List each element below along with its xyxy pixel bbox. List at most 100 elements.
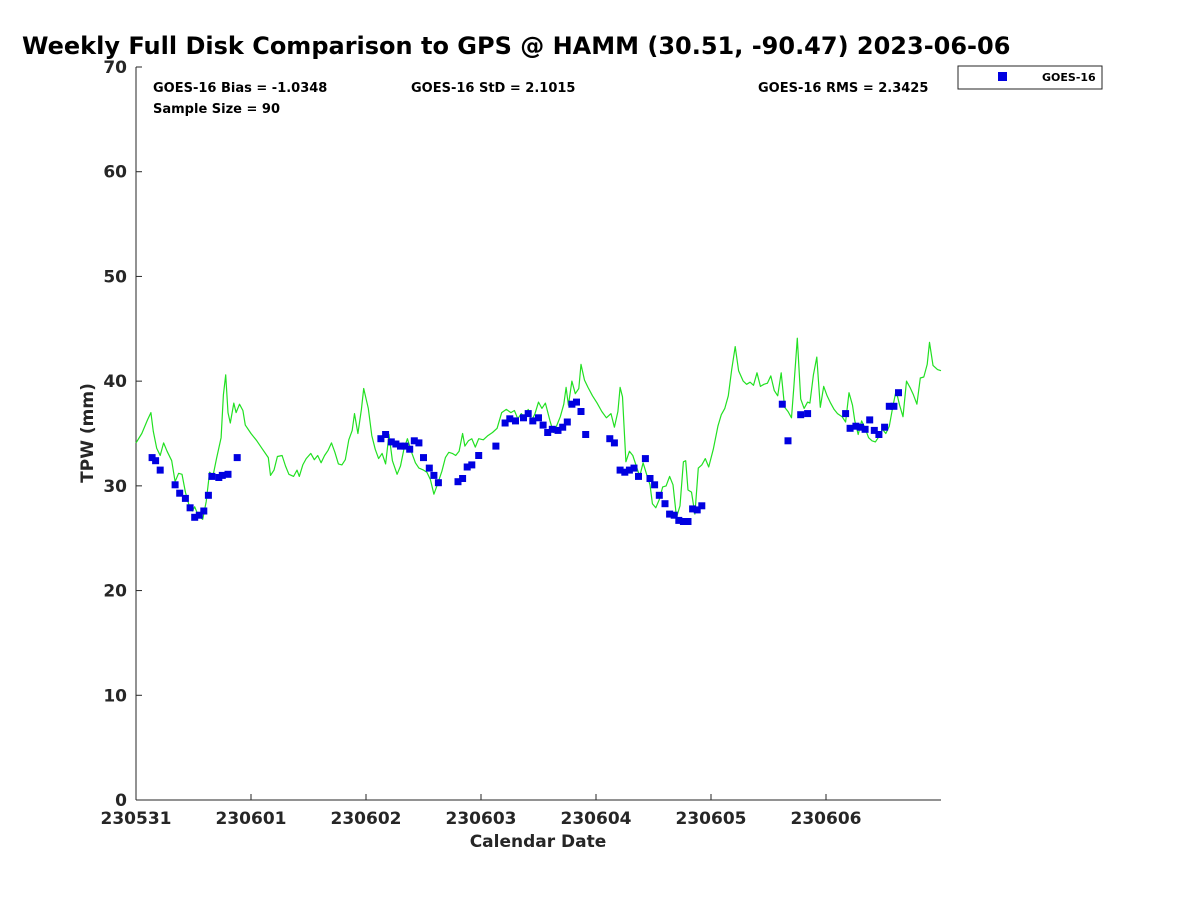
x-tick-label: 230603 — [446, 809, 517, 829]
goes-16-point — [857, 423, 864, 431]
goes-16-point — [195, 511, 203, 519]
goes-16-point — [392, 440, 400, 448]
goes-16-point — [176, 489, 184, 497]
goes-16-point — [778, 400, 786, 408]
goes-16-points — [148, 389, 902, 525]
x-tick-label: 230602 — [331, 809, 402, 829]
goes-16-point — [630, 464, 638, 472]
goes-16-point — [191, 513, 199, 521]
goes-16-point — [861, 425, 869, 433]
y-tick-label: 40 — [103, 372, 127, 392]
legend-box — [957, 65, 1103, 90]
goes-16-point — [784, 437, 792, 445]
goes-16-point — [535, 414, 542, 422]
goes-16-point — [646, 475, 654, 482]
goes-16-point — [382, 431, 390, 438]
goes-16-point — [635, 472, 642, 480]
goes-16-point — [425, 464, 433, 472]
goes-16-point — [397, 442, 404, 450]
y-tick-label: 60 — [103, 163, 127, 183]
goes-16-point — [459, 475, 467, 482]
y-tick-label: 50 — [103, 267, 127, 287]
goes-16-point — [204, 491, 212, 499]
y-ticks: 0 10 20 30 40 50 60 70 — [103, 58, 142, 811]
goes-16-point — [152, 457, 160, 465]
goes-16-point — [563, 418, 571, 426]
goes-16-point — [233, 454, 241, 462]
goes-16-point — [852, 422, 860, 430]
goes-16-point — [625, 466, 633, 474]
goes-16-point — [890, 402, 898, 410]
y-tick-label: 20 — [103, 582, 127, 602]
y-tick-label: 70 — [103, 58, 127, 78]
goes-16-point — [512, 417, 519, 425]
goes-16-point — [410, 437, 418, 445]
rms-stat: GOES-16 RMS = 2.3425 — [758, 81, 928, 96]
goes-16-point — [881, 423, 889, 431]
sample-size-stat: Sample Size = 90 — [153, 102, 280, 117]
goes-16-point — [866, 416, 874, 424]
x-axis-label: Calendar Date — [470, 832, 607, 852]
goes-16-point — [181, 494, 189, 502]
goes-16-point — [218, 471, 226, 479]
x-tick-label: 230604 — [561, 809, 632, 829]
goes-16-point — [539, 421, 547, 429]
goes-16-point — [463, 463, 471, 471]
legend: GOES-16 — [957, 65, 1103, 90]
goes-16-point — [666, 510, 674, 518]
goes-16-point — [200, 507, 208, 515]
legend-label-goes-16: GOES-16 — [1042, 71, 1096, 84]
goes-16-point — [885, 402, 893, 410]
goes-16-point — [689, 505, 697, 513]
goes-16-point — [870, 426, 878, 434]
goes-16-point — [544, 429, 552, 436]
goes-16-point — [616, 466, 624, 474]
goes-16-point — [875, 431, 883, 438]
goes-16-point — [895, 389, 902, 397]
std-stat: GOES-16 StD = 2.1015 — [411, 81, 575, 96]
x-tick-label: 230601 — [216, 809, 287, 829]
goes-16-point — [520, 414, 527, 422]
y-tick-label: 30 — [103, 477, 127, 497]
goes-16-point — [430, 471, 438, 479]
x-tick-label: 230531 — [101, 809, 172, 829]
y-axis-label: TPW (mm) — [78, 383, 98, 483]
goes-16-point — [670, 511, 678, 519]
legend-marker-square — [998, 72, 1007, 81]
plot-area — [136, 67, 941, 800]
goes-16-point — [387, 438, 395, 446]
gps-series-line — [135, 337, 942, 520]
goes-16-point — [406, 445, 414, 453]
goes-16-point — [186, 504, 194, 512]
goes-16-point — [675, 516, 683, 524]
goes-16-point — [548, 425, 556, 433]
goes-16-point — [651, 481, 659, 489]
goes-16-point — [573, 398, 580, 406]
gps-tpw-line — [135, 337, 942, 520]
goes-16-point — [797, 411, 805, 419]
x-ticks: 230531 230601 230602 230603 230604 230605 2306… — [101, 794, 862, 829]
y-tick-label: 0 — [115, 791, 127, 811]
goes-16-point — [582, 431, 590, 438]
goes-16-point — [559, 423, 567, 431]
goes-16-point — [641, 455, 649, 463]
goes-16-point — [171, 481, 179, 489]
goes-16-point — [468, 461, 476, 469]
goes-16-point — [401, 442, 409, 450]
goes-16-point — [577, 408, 585, 415]
goes-16-point — [434, 479, 442, 487]
goes-16-point — [679, 518, 687, 525]
x-tick-label: 230606 — [791, 809, 862, 829]
goes-16-point — [804, 410, 812, 418]
goes-16-point — [156, 466, 164, 474]
goes-16-point — [529, 417, 537, 425]
goes-16-point — [475, 452, 483, 459]
chart-title: Weekly Full Disk Comparison to GPS @ HAM… — [22, 32, 1010, 60]
goes-16-point — [208, 472, 216, 480]
goes-16-point — [454, 478, 462, 486]
goes-16-point — [554, 426, 562, 434]
goes-16-point — [415, 439, 423, 447]
goes-16-point — [420, 454, 427, 462]
y-tick-label: 10 — [103, 686, 127, 706]
